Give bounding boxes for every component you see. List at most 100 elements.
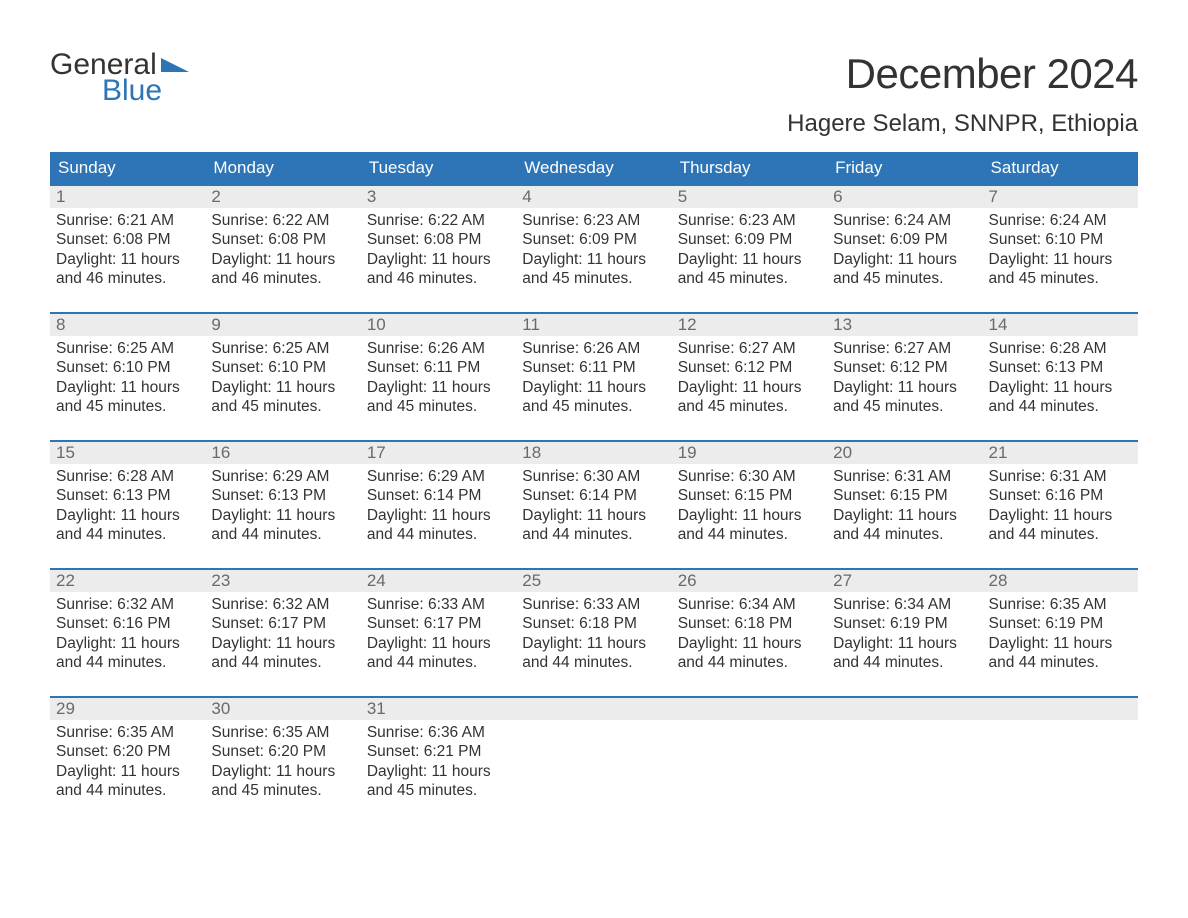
day-cell: 3Sunrise: 6:22 AMSunset: 6:08 PMDaylight… (361, 184, 516, 312)
logo-flag-icon (161, 58, 189, 72)
day-sunrise: Sunrise: 6:33 AM (367, 595, 510, 614)
day-number-bar: 19 (672, 440, 827, 464)
day-day2: and 45 minutes. (833, 397, 976, 416)
day-day1: Daylight: 11 hours (211, 634, 354, 653)
day-number-bar: 26 (672, 568, 827, 592)
day-sunrise: Sunrise: 6:24 AM (833, 211, 976, 230)
day-sunset: Sunset: 6:13 PM (989, 358, 1132, 377)
day-number: 10 (367, 315, 386, 334)
day-body: Sunrise: 6:23 AMSunset: 6:09 PMDaylight:… (516, 208, 671, 295)
week-row: 15Sunrise: 6:28 AMSunset: 6:13 PMDayligh… (50, 440, 1138, 568)
day-sunrise: Sunrise: 6:35 AM (211, 723, 354, 742)
day-body: Sunrise: 6:25 AMSunset: 6:10 PMDaylight:… (205, 336, 360, 423)
day-sunset: Sunset: 6:10 PM (56, 358, 199, 377)
day-cell: 8Sunrise: 6:25 AMSunset: 6:10 PMDaylight… (50, 312, 205, 440)
day-number-bar: 13 (827, 312, 982, 336)
week-row: 1Sunrise: 6:21 AMSunset: 6:08 PMDaylight… (50, 184, 1138, 312)
day-sunrise: Sunrise: 6:29 AM (211, 467, 354, 486)
day-day2: and 45 minutes. (211, 397, 354, 416)
day-number-bar: 11 (516, 312, 671, 336)
weekday-tue: Tuesday (361, 152, 516, 184)
day-sunrise: Sunrise: 6:30 AM (522, 467, 665, 486)
day-number-bar: 3 (361, 184, 516, 208)
day-sunset: Sunset: 6:13 PM (56, 486, 199, 505)
day-sunrise: Sunrise: 6:26 AM (522, 339, 665, 358)
day-sunrise: Sunrise: 6:34 AM (678, 595, 821, 614)
day-sunrise: Sunrise: 6:32 AM (211, 595, 354, 614)
day-body: Sunrise: 6:29 AMSunset: 6:13 PMDaylight:… (205, 464, 360, 551)
day-number: 26 (678, 571, 697, 590)
day-day2: and 45 minutes. (522, 269, 665, 288)
day-day1: Daylight: 11 hours (833, 250, 976, 269)
day-sunrise: Sunrise: 6:32 AM (56, 595, 199, 614)
day-sunset: Sunset: 6:15 PM (833, 486, 976, 505)
day-number: 25 (522, 571, 541, 590)
day-number: 8 (56, 315, 65, 334)
day-day1: Daylight: 11 hours (833, 634, 976, 653)
day-number: 20 (833, 443, 852, 462)
day-body: Sunrise: 6:27 AMSunset: 6:12 PMDaylight:… (827, 336, 982, 423)
day-sunrise: Sunrise: 6:26 AM (367, 339, 510, 358)
day-day2: and 44 minutes. (367, 525, 510, 544)
day-number: 1 (56, 187, 65, 206)
day-body: Sunrise: 6:30 AMSunset: 6:14 PMDaylight:… (516, 464, 671, 551)
day-number-bar: 22 (50, 568, 205, 592)
day-sunrise: Sunrise: 6:31 AM (833, 467, 976, 486)
day-number-bar: 8 (50, 312, 205, 336)
day-sunset: Sunset: 6:14 PM (367, 486, 510, 505)
day-number-bar: . (827, 696, 982, 720)
day-sunset: Sunset: 6:13 PM (211, 486, 354, 505)
day-sunset: Sunset: 6:19 PM (989, 614, 1132, 633)
day-day1: Daylight: 11 hours (678, 634, 821, 653)
day-cell: 13Sunrise: 6:27 AMSunset: 6:12 PMDayligh… (827, 312, 982, 440)
day-body: Sunrise: 6:26 AMSunset: 6:11 PMDaylight:… (361, 336, 516, 423)
logo: General Blue (50, 50, 189, 106)
day-body: Sunrise: 6:22 AMSunset: 6:08 PMDaylight:… (205, 208, 360, 295)
day-body: Sunrise: 6:32 AMSunset: 6:17 PMDaylight:… (205, 592, 360, 679)
day-day1: Daylight: 11 hours (522, 378, 665, 397)
day-sunrise: Sunrise: 6:35 AM (56, 723, 199, 742)
day-body: Sunrise: 6:35 AMSunset: 6:20 PMDaylight:… (205, 720, 360, 807)
day-body: Sunrise: 6:35 AMSunset: 6:20 PMDaylight:… (50, 720, 205, 807)
day-sunrise: Sunrise: 6:24 AM (989, 211, 1132, 230)
day-cell: 1Sunrise: 6:21 AMSunset: 6:08 PMDaylight… (50, 184, 205, 312)
day-number-bar: 16 (205, 440, 360, 464)
day-day2: and 45 minutes. (678, 269, 821, 288)
day-day2: and 44 minutes. (678, 525, 821, 544)
day-number-bar: 5 (672, 184, 827, 208)
day-cell: . (516, 696, 671, 824)
day-number: 18 (522, 443, 541, 462)
day-sunrise: Sunrise: 6:22 AM (367, 211, 510, 230)
header: General Blue December 2024 Hagere Selam,… (50, 50, 1138, 138)
day-number: 28 (989, 571, 1008, 590)
day-day2: and 44 minutes. (367, 653, 510, 672)
day-sunset: Sunset: 6:18 PM (678, 614, 821, 633)
day-sunrise: Sunrise: 6:36 AM (367, 723, 510, 742)
weekday-wed: Wednesday (516, 152, 671, 184)
day-day2: and 44 minutes. (56, 525, 199, 544)
day-cell: 27Sunrise: 6:34 AMSunset: 6:19 PMDayligh… (827, 568, 982, 696)
day-sunset: Sunset: 6:20 PM (56, 742, 199, 761)
day-number: 14 (989, 315, 1008, 334)
day-sunset: Sunset: 6:11 PM (522, 358, 665, 377)
day-cell: 23Sunrise: 6:32 AMSunset: 6:17 PMDayligh… (205, 568, 360, 696)
day-day2: and 45 minutes. (211, 781, 354, 800)
day-sunrise: Sunrise: 6:28 AM (56, 467, 199, 486)
weekday-header-row: Sunday Monday Tuesday Wednesday Thursday… (50, 152, 1138, 184)
day-day1: Daylight: 11 hours (989, 250, 1132, 269)
day-cell: 4Sunrise: 6:23 AMSunset: 6:09 PMDaylight… (516, 184, 671, 312)
day-body: Sunrise: 6:32 AMSunset: 6:16 PMDaylight:… (50, 592, 205, 679)
day-number: 9 (211, 315, 220, 334)
day-day1: Daylight: 11 hours (989, 634, 1132, 653)
day-cell: 29Sunrise: 6:35 AMSunset: 6:20 PMDayligh… (50, 696, 205, 824)
day-sunrise: Sunrise: 6:23 AM (522, 211, 665, 230)
day-day1: Daylight: 11 hours (367, 506, 510, 525)
logo-text-blue: Blue (102, 76, 189, 106)
week-row: 8 Sunrise: 6:25 AMSunset: 6:10 PMDaylight… (50, 312, 1138, 440)
day-number-bar: 29 (50, 696, 205, 720)
day-sunset: Sunset: 6:15 PM (678, 486, 821, 505)
day-cell: 10 Sunrise: 6:26 AMSunset: 6:11 PMDayligh… (361, 312, 516, 440)
weekday-fri: Friday (827, 152, 982, 184)
day-day2: and 44 minutes. (56, 653, 199, 672)
day-number-bar: 12 (672, 312, 827, 336)
